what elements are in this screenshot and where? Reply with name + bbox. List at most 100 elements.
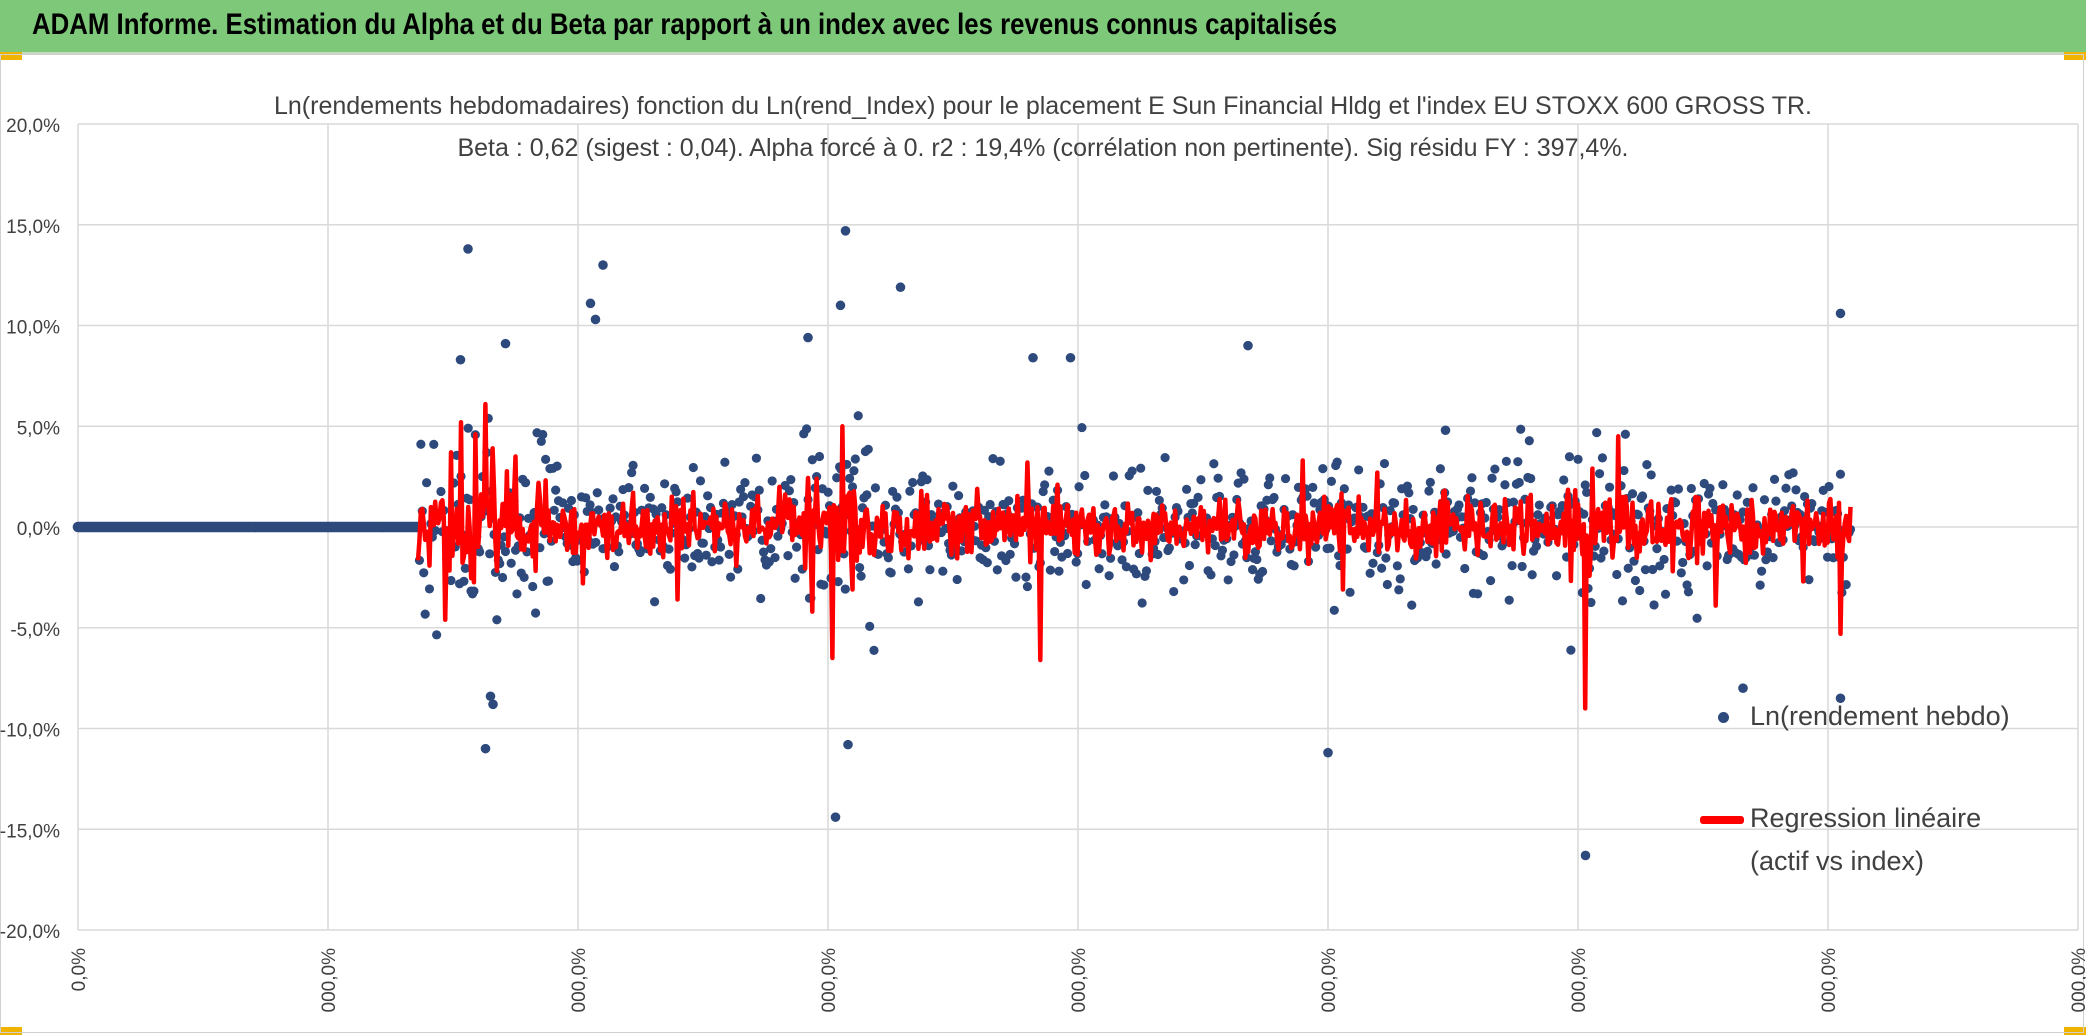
data-point <box>645 492 655 502</box>
data-point <box>1660 589 1671 599</box>
data-point <box>1514 477 1524 488</box>
data-point <box>1179 575 1189 585</box>
data-point <box>1164 543 1174 553</box>
outlier-point <box>1835 308 1846 319</box>
corner-marker-bottom-right <box>2064 1027 2086 1035</box>
data-point <box>791 542 802 552</box>
data-point <box>639 483 650 493</box>
data-point <box>1309 498 1319 508</box>
data-point <box>801 424 812 434</box>
y-tick-label: 15,0% <box>6 217 60 238</box>
data-point <box>1136 463 1146 473</box>
data-point <box>1196 475 1206 485</box>
outlier-point <box>585 298 596 309</box>
y-tick-label: 20,0% <box>6 116 60 137</box>
data-point <box>1508 497 1519 507</box>
data-point <box>1040 480 1050 490</box>
data-point <box>1377 563 1387 573</box>
data-point <box>463 423 473 433</box>
data-point <box>1791 485 1801 495</box>
data-point <box>1648 564 1658 575</box>
data-point <box>592 488 602 498</box>
data-point <box>1269 492 1279 503</box>
data-point <box>1094 564 1104 574</box>
data-point <box>469 586 479 596</box>
data-point <box>1160 453 1170 463</box>
data-point <box>1473 589 1483 599</box>
data-point <box>628 460 638 471</box>
data-point <box>1422 546 1433 556</box>
data-point <box>985 499 995 510</box>
data-point <box>465 495 475 505</box>
data-point <box>581 493 591 503</box>
data-point <box>1769 474 1780 484</box>
data-point <box>1209 459 1219 469</box>
data-point <box>886 568 896 578</box>
data-point <box>1692 613 1702 623</box>
outlier-point <box>1440 425 1451 436</box>
data-point <box>715 542 726 552</box>
data-point <box>922 475 932 485</box>
data-point <box>420 609 430 619</box>
data-point <box>1117 555 1127 565</box>
x-tick-label: 000,0% <box>1819 948 1840 1013</box>
x-tick-label: 000,0% <box>819 948 840 1013</box>
data-point <box>1617 596 1628 606</box>
data-point <box>627 468 637 478</box>
data-point <box>1424 486 1434 496</box>
data-point <box>416 439 426 449</box>
data-point <box>1239 474 1249 484</box>
data-point <box>1718 480 1728 490</box>
data-point <box>1582 487 1592 498</box>
y-tick-label: 5,0% <box>17 418 60 439</box>
data-point <box>694 553 704 563</box>
outlier-point <box>480 743 491 754</box>
corner-marker-bottom-left <box>0 1027 22 1035</box>
data-point <box>1824 481 1834 492</box>
data-point <box>1481 497 1491 508</box>
data-point <box>773 531 783 541</box>
data-point <box>1500 480 1510 490</box>
data-point <box>784 486 794 496</box>
data-point <box>1630 575 1641 586</box>
outlier-point <box>1028 352 1038 363</box>
data-point <box>459 576 469 586</box>
data-point <box>1592 428 1602 438</box>
data-point <box>1748 483 1758 493</box>
data-point <box>1105 553 1116 563</box>
data-point <box>1252 554 1262 565</box>
data-point <box>1005 549 1015 560</box>
outlier-point <box>1835 693 1846 704</box>
chart-area <box>0 54 2084 1033</box>
data-point <box>786 475 796 485</box>
data-point <box>1637 491 1648 501</box>
data-point <box>1169 586 1179 597</box>
data-point <box>1551 571 1562 581</box>
data-point <box>446 575 456 586</box>
data-point <box>1257 566 1268 577</box>
data-point <box>1154 495 1164 506</box>
data-point <box>572 556 582 566</box>
data-point <box>952 574 962 585</box>
data-point <box>1011 572 1021 582</box>
data-point <box>1513 457 1523 467</box>
outlier-point <box>500 338 511 349</box>
outlier-point <box>840 225 851 236</box>
data-point <box>1761 555 1771 565</box>
data-point <box>665 564 675 574</box>
data-point <box>657 503 667 513</box>
data-point <box>948 481 958 491</box>
data-point <box>429 439 439 449</box>
data-point <box>536 436 546 447</box>
data-point <box>591 537 601 548</box>
data-point <box>790 573 800 583</box>
data-point <box>1835 469 1846 479</box>
data-point <box>1217 545 1228 555</box>
data-point <box>863 444 873 454</box>
data-point <box>585 500 595 510</box>
data-point <box>1354 465 1364 475</box>
data-point <box>1580 480 1590 490</box>
data-point <box>551 485 561 495</box>
data-point <box>1289 561 1299 571</box>
data-point <box>1682 580 1692 590</box>
